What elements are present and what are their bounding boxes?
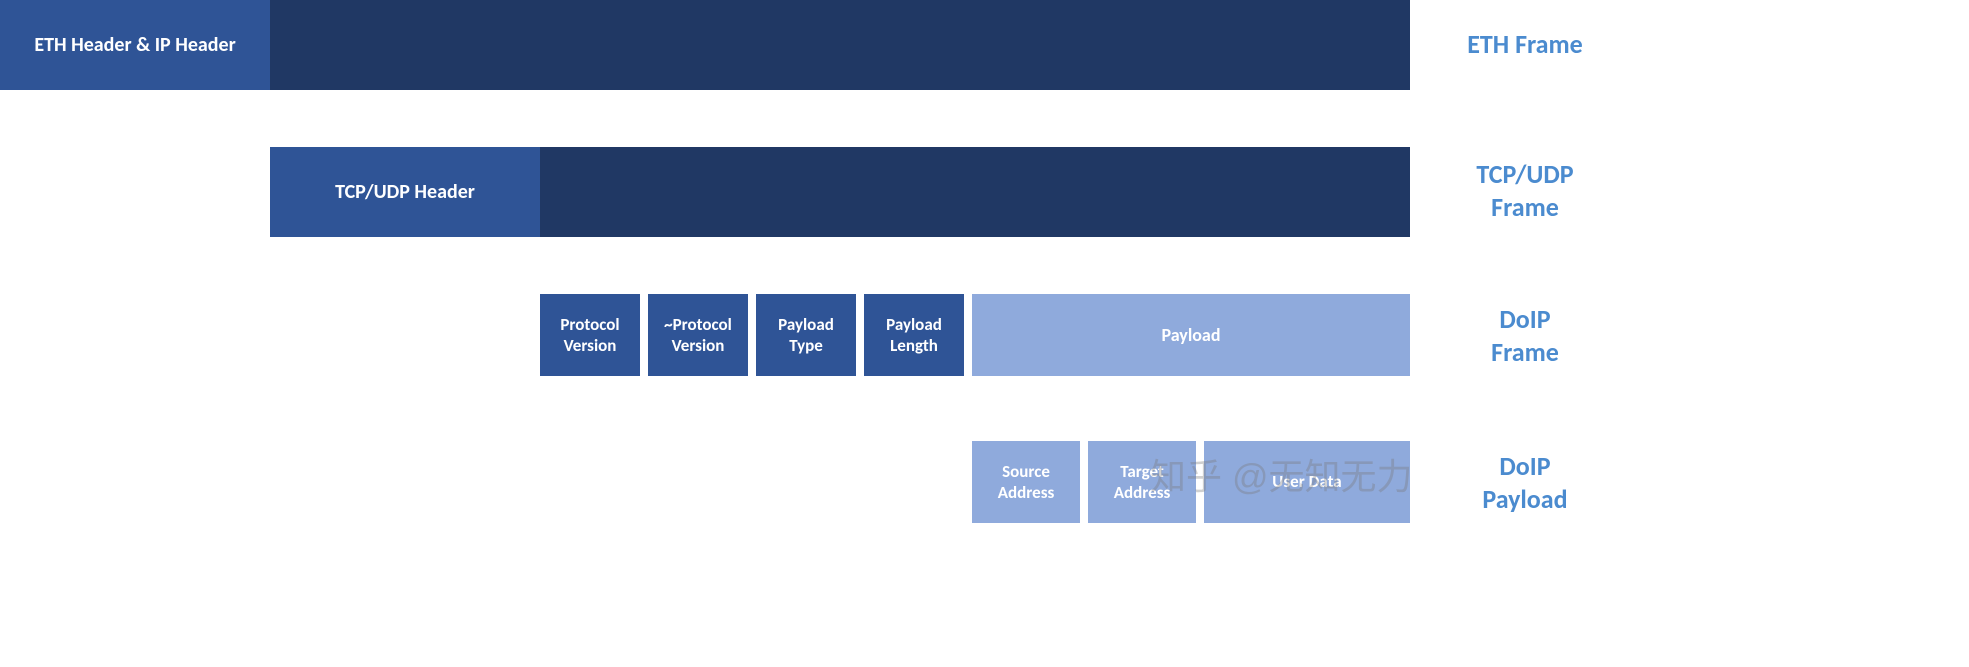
user-data: User Data	[1204, 441, 1410, 523]
tcpudp-body	[540, 147, 1410, 237]
tcpudp-header: TCP/UDP Header	[270, 147, 540, 237]
doip-frame-label: DoIP Frame	[1440, 303, 1610, 368]
eth-frame-row: ETH Header & IP Header	[0, 0, 1410, 90]
payload: Payload	[972, 294, 1410, 376]
doip-payload-row: Source AddressTarget AddressUser Data	[972, 441, 1410, 523]
doip-frame-row: Protocol Version~Protocol VersionPayload…	[540, 294, 1410, 376]
tcpudp-frame-row: TCP/UDP Header	[270, 147, 1410, 237]
protocol-version: Protocol Version	[540, 294, 640, 376]
target-address: Target Address	[1088, 441, 1196, 523]
eth-body	[270, 0, 1410, 90]
payload-type: Payload Type	[756, 294, 856, 376]
doip-payload-label: DoIP Payload	[1440, 450, 1610, 515]
inv-protocol-version: ~Protocol Version	[648, 294, 748, 376]
tcpudp-frame-label: TCP/UDP Frame	[1440, 158, 1610, 223]
eth-ip-header: ETH Header & IP Header	[0, 0, 270, 90]
source-address: Source Address	[972, 441, 1080, 523]
eth-frame-label: ETH Frame	[1440, 28, 1610, 61]
payload-length: Payload Length	[864, 294, 964, 376]
